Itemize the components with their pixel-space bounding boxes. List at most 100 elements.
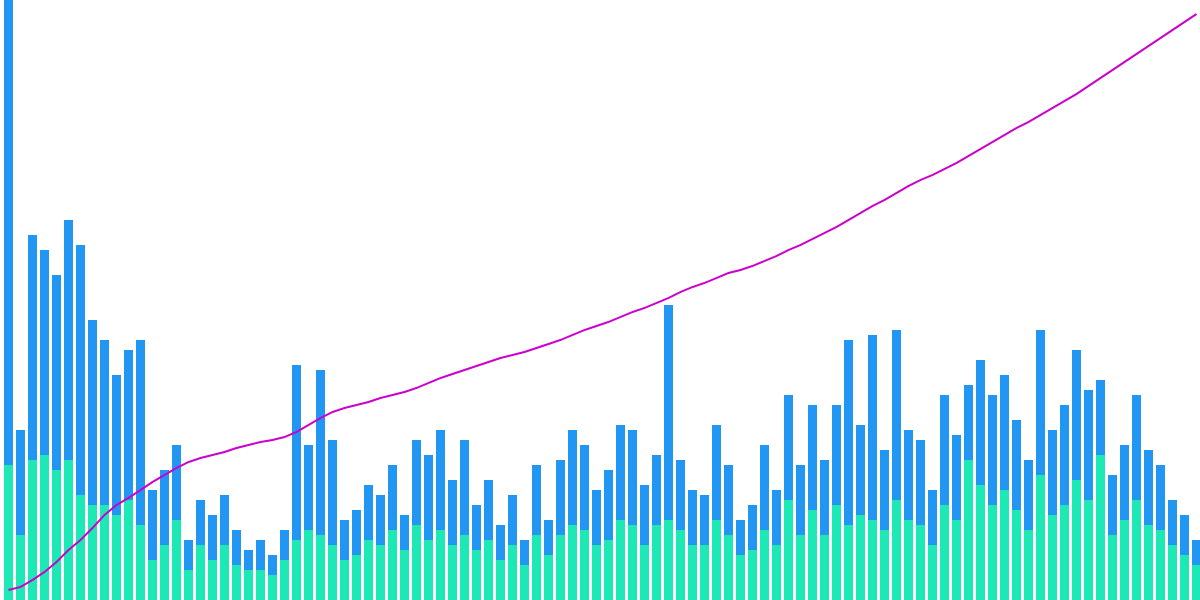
bar-front	[316, 535, 325, 600]
bar-front	[964, 460, 973, 600]
bar-front	[988, 505, 997, 600]
bar-front	[172, 520, 181, 600]
bar-front	[496, 560, 505, 600]
bar-front	[484, 540, 493, 600]
bar-front	[868, 520, 877, 600]
bar-front	[1108, 535, 1117, 600]
bar-front	[940, 505, 949, 600]
bar-front	[832, 505, 841, 600]
bar-front	[160, 545, 169, 600]
bar-front	[424, 540, 433, 600]
bar-front	[304, 530, 313, 600]
bar-front	[1048, 515, 1057, 600]
bar-front	[1084, 500, 1093, 600]
bar-front	[1144, 525, 1153, 600]
bar-front	[580, 530, 589, 600]
bar-front	[640, 545, 649, 600]
bar-front	[772, 545, 781, 600]
bar-front	[1096, 455, 1105, 600]
bar-front	[628, 525, 637, 600]
bar-front	[268, 575, 277, 600]
bar-front	[820, 535, 829, 600]
bar-front	[700, 545, 709, 600]
bar-front	[4, 465, 13, 600]
bar-front	[844, 525, 853, 600]
bar-front	[664, 520, 673, 600]
bar-front	[724, 535, 733, 600]
bar-front	[292, 540, 301, 600]
bar-front	[352, 555, 361, 600]
bar-front	[676, 530, 685, 600]
bar-front	[412, 525, 421, 600]
bar-front	[40, 455, 49, 600]
bar-front	[1168, 545, 1177, 600]
bar-front	[892, 500, 901, 600]
bar-front	[712, 520, 721, 600]
bar-front	[64, 460, 73, 600]
bar-front	[340, 560, 349, 600]
bar-front	[952, 520, 961, 600]
bar-front	[28, 460, 37, 600]
bar-front	[592, 545, 601, 600]
bar-front	[1000, 490, 1009, 600]
bar-front	[328, 545, 337, 600]
bar-front	[1036, 475, 1045, 600]
bar-front	[52, 470, 61, 600]
bar-front	[400, 550, 409, 600]
bar-front	[280, 560, 289, 600]
bar-front	[904, 520, 913, 600]
bar-front	[1012, 510, 1021, 600]
bar-front	[76, 495, 85, 600]
bar-front	[1156, 530, 1165, 600]
bar-front	[736, 555, 745, 600]
bar-front	[232, 565, 241, 600]
bar-front	[148, 560, 157, 600]
bar-front	[544, 555, 553, 600]
bar-front	[460, 535, 469, 600]
bar-front	[88, 505, 97, 600]
bar-front	[568, 525, 577, 600]
bar-front	[508, 545, 517, 600]
bar-front	[256, 570, 265, 600]
bar-front	[1192, 565, 1200, 600]
bar-front	[1120, 520, 1129, 600]
bar-front	[856, 515, 865, 600]
bar-front	[220, 545, 229, 600]
bar-front	[784, 500, 793, 600]
bar-front	[1180, 555, 1189, 600]
bar-front	[100, 505, 109, 600]
bar-front	[1024, 530, 1033, 600]
bar-front	[556, 535, 565, 600]
bar-front	[532, 535, 541, 600]
bar-front	[688, 545, 697, 600]
bar-front	[880, 530, 889, 600]
bar-front	[196, 545, 205, 600]
bar-front	[208, 560, 217, 600]
bar-front	[112, 515, 121, 600]
combo-chart	[0, 0, 1200, 600]
bar-front	[184, 570, 193, 600]
bar-front	[244, 570, 253, 600]
bar-front	[1060, 505, 1069, 600]
bar-front	[376, 545, 385, 600]
bar-front	[436, 530, 445, 600]
bar-front	[1132, 500, 1141, 600]
bar-front	[1072, 480, 1081, 600]
bar-front	[748, 550, 757, 600]
bar-front	[616, 520, 625, 600]
bar-front	[520, 565, 529, 600]
bar-front	[928, 545, 937, 600]
bar-front	[976, 485, 985, 600]
bar-front	[364, 540, 373, 600]
bar-front	[796, 535, 805, 600]
bar-front	[16, 535, 25, 600]
bar-front	[136, 525, 145, 600]
bar-front	[388, 530, 397, 600]
bar-front	[808, 510, 817, 600]
bar-front	[448, 545, 457, 600]
bar-front	[652, 525, 661, 600]
bar-front	[472, 550, 481, 600]
bar-front	[916, 525, 925, 600]
bar-front	[604, 540, 613, 600]
bar-front	[760, 530, 769, 600]
